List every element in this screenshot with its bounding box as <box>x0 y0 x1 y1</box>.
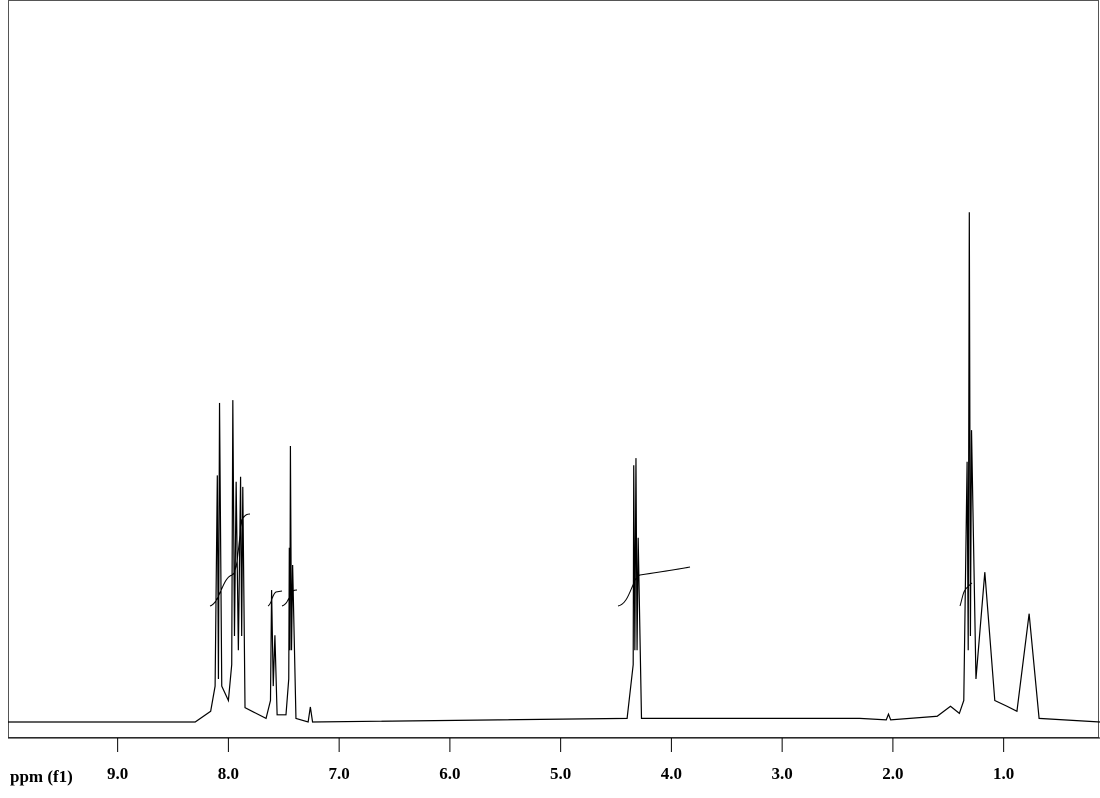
plot-frame <box>8 0 1099 738</box>
x-tick-label: 3.0 <box>772 764 793 783</box>
x-tick-label: 9.0 <box>107 764 128 783</box>
x-tick-label: 8.0 <box>218 764 239 783</box>
x-tick-label: 2.0 <box>882 764 903 783</box>
integrals <box>209 513 973 607</box>
spectrum-line <box>8 212 1100 723</box>
x-tick-label: 4.0 <box>661 764 682 783</box>
x-tick-label: 1.0 <box>993 764 1014 783</box>
x-tick-label: 6.0 <box>439 764 460 783</box>
integral-curve <box>617 566 691 607</box>
x-axis-label: ppm (f1) <box>10 767 73 786</box>
x-tick-label: 5.0 <box>550 764 571 783</box>
x-tick-label: 7.0 <box>329 764 350 783</box>
integral-curve <box>267 590 283 607</box>
